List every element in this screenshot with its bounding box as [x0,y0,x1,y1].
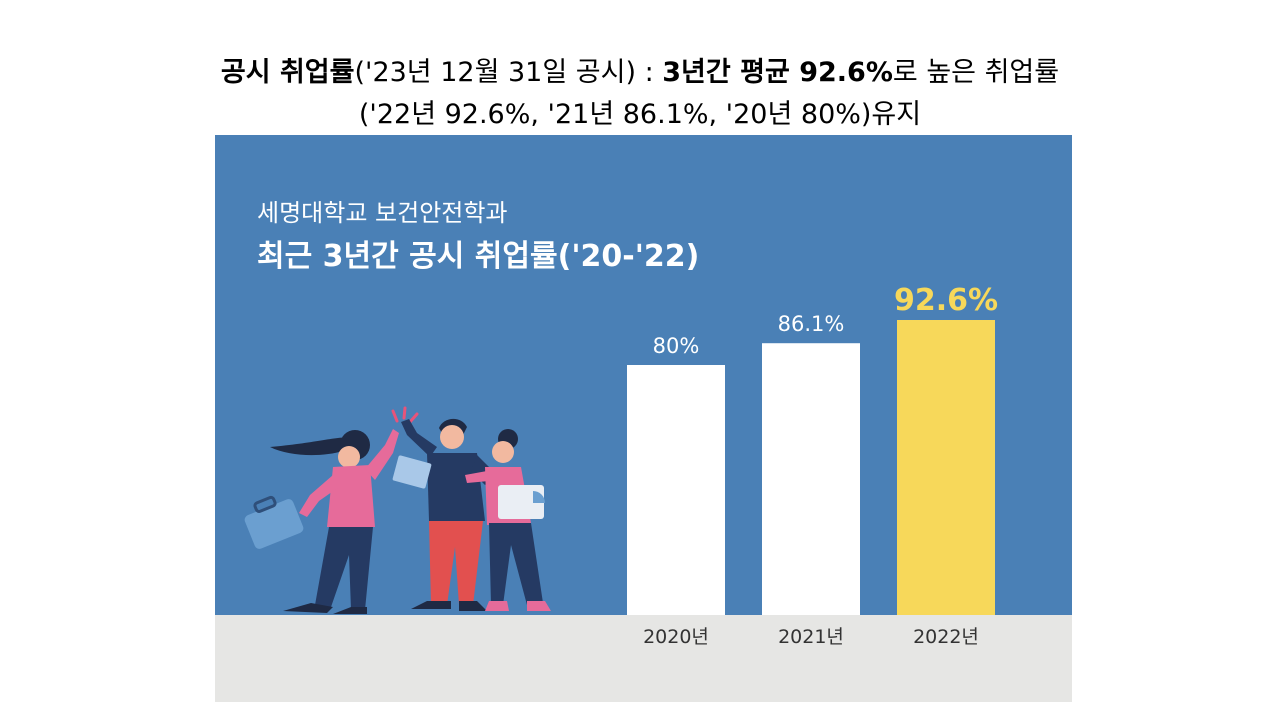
title-bold-a: 공시 취업률 [220,57,355,88]
category-label-2022년: 2022년 [913,626,979,648]
data-label-2020년: 80% [653,334,700,358]
data-label-2021년: 86.1% [778,312,845,336]
infographic-card: 세명대학교 보건안전학과 최근 3년간 공시 취업률('20-'22) [215,135,1072,702]
title-bold-b: 3년간 평균 92.6% [662,57,893,88]
person-woman-right [465,429,551,611]
category-label-2021년: 2021년 [778,626,844,648]
slide-title-line-2: ('22년 92.6%, '21년 86.1%, '20년 80%)유지 [358,99,922,130]
sparkle-icon [391,406,419,424]
person-man-center [392,418,497,611]
slide-title-line-1: 공시 취업률('23년 12월 31일 공시) : 3년간 평균 92.6%로 … [0,52,1280,94]
title-normal-a: ('23년 12월 31일 공시) : [354,57,663,88]
card-subtitle: 세명대학교 보건안전학과 [257,199,508,227]
bar-chart: 80% 2020년 86.1% 2021년 92.6% 2022년 [627,283,998,648]
category-label-2020년: 2020년 [643,626,709,648]
card-title: 최근 3년간 공시 취업률('20-'22) [257,239,700,274]
person-woman-left [270,429,399,614]
bar-2022년 [897,320,995,615]
title-normal-b: 로 높은 취업률 [892,57,1060,88]
briefcase-icon [244,495,304,549]
slide-title: 공시 취업률('23년 12월 31일 공시) : 3년간 평균 92.6%로 … [0,52,1280,136]
ground-strip [215,615,1072,702]
bar-2021년 [762,343,860,615]
data-label-2022년: 92.6% [894,283,998,318]
bar-2020년 [627,365,725,615]
people-illustration [244,406,551,614]
